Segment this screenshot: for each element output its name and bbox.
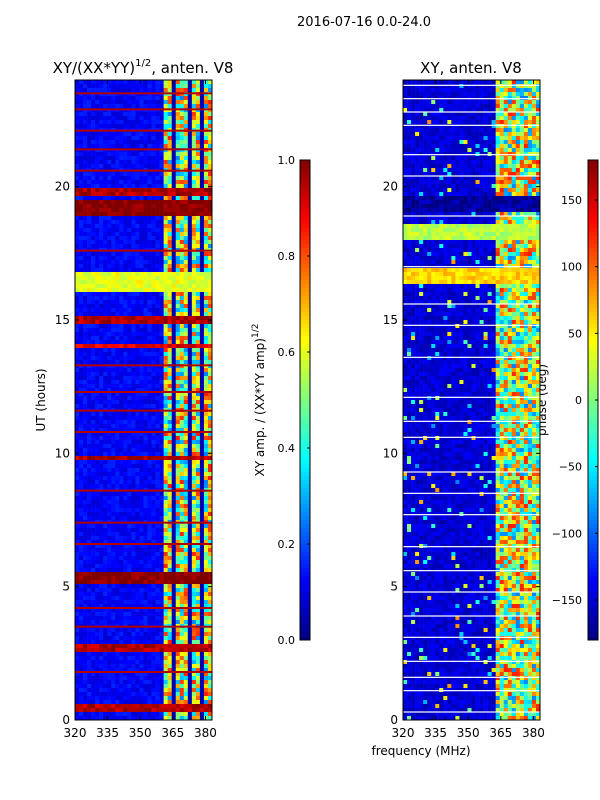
gap-row [403, 84, 540, 86]
x-tick-label: 365 [489, 726, 512, 740]
plot-layers: 320 335 350 365 380 0 5 10 15 20 320 335 350 365 380 0 5… [55, 79, 599, 740]
left-title-main: XY/(XX*YY) [53, 59, 136, 77]
heatmap-2 [403, 80, 541, 721]
y-tick-label: 0 [62, 713, 70, 727]
hot-row [75, 129, 212, 132]
gap-row [403, 266, 540, 268]
gap-row [403, 215, 540, 217]
colorbar-1 [300, 160, 310, 641]
gap-row [403, 436, 540, 438]
heatmap-1 [75, 80, 213, 721]
gap-row [403, 636, 540, 638]
y-tick-label: 20 [55, 180, 70, 194]
gap-row [403, 356, 540, 358]
y-tick-label: 15 [55, 313, 70, 327]
x-tick-label: 320 [392, 726, 415, 740]
hot-row [75, 431, 212, 433]
colorbar-frame [299, 159, 311, 641]
colorbar-tick-label: 50 [568, 327, 582, 340]
right-panel-title: XY, anten. V8 [420, 59, 522, 77]
hot-row [75, 625, 212, 628]
hot-row [75, 92, 212, 95]
left-title-sup: 1/2 [135, 58, 151, 69]
colorbar-tick-label: 0.8 [278, 250, 296, 263]
plot-frame-1 [74, 79, 213, 721]
hot-row [75, 607, 212, 609]
x-tick-label: 335 [424, 726, 447, 740]
plot-frame-2 [402, 79, 541, 721]
gap-row [403, 591, 540, 593]
hot-row [75, 521, 212, 524]
colorbar-tick-label: −150 [552, 594, 582, 607]
y-tick-label: 10 [55, 446, 70, 460]
hot-row [75, 409, 212, 412]
left-y-axis-label: UT (hours) [34, 368, 48, 431]
y-tick-label: 5 [390, 580, 398, 594]
hot-row [75, 108, 212, 111]
colorbar-tick-label: 0.4 [278, 442, 296, 455]
colorbar-tick-label: −100 [552, 527, 582, 540]
gap-row [403, 420, 540, 422]
gap-row [403, 324, 540, 326]
gap-row [403, 124, 540, 126]
gap-row [403, 711, 540, 713]
hot-row [75, 148, 212, 151]
colorbar-tick-label: 1.0 [278, 154, 296, 167]
colorbar-tick-label: 0.2 [278, 538, 296, 551]
y-tick-label: 5 [62, 580, 70, 594]
hot-row [75, 249, 212, 252]
colorbar-tick-label: 100 [561, 261, 582, 274]
colorbar-tick-label: 0.6 [278, 346, 296, 359]
gap-row [403, 690, 540, 692]
colorbar-1-label: XY amp. / (XX*YY amp)1/2 [251, 324, 267, 477]
shared-x-axis-label: frequency (MHz) [371, 744, 470, 758]
x-tick-label: 350 [457, 726, 480, 740]
gap-row [403, 154, 540, 156]
gap-row [403, 514, 540, 516]
gap-row [403, 98, 540, 100]
x-tick-label: 320 [64, 726, 87, 740]
gap-row [403, 615, 540, 617]
gap-row [403, 471, 540, 473]
hot-row [75, 391, 212, 393]
gap-row [403, 396, 540, 398]
hot-row [75, 169, 212, 172]
gap-row [403, 676, 540, 678]
x-tick-label: 335 [96, 726, 119, 740]
colorbar-tick-label: −50 [559, 461, 582, 474]
y-tick-label: 10 [383, 446, 398, 460]
cbar1-label-main: XY amp. / (XX*YY amp) [253, 338, 267, 476]
colorbar-tick-label: 0 [575, 394, 582, 407]
gap-row [403, 570, 540, 572]
gap-row [403, 660, 540, 662]
cbar1-label-sup: 1/2 [251, 324, 261, 338]
colorbar-tick-label: 150 [561, 194, 582, 207]
colorbar-tick-label: 0.0 [278, 634, 296, 647]
hot-row [75, 543, 212, 545]
hot-row [75, 489, 212, 492]
gap-row [403, 492, 540, 494]
gap-row [403, 546, 540, 548]
gap-row [403, 175, 540, 177]
left-panel-title: XY/(XX*YY)1/2, anten. V8 [53, 58, 234, 77]
gap-row [403, 303, 540, 305]
x-tick-label: 380 [194, 726, 217, 740]
gap-row [403, 111, 540, 113]
hot-row [75, 671, 212, 673]
left-title-tail: , anten. V8 [151, 59, 233, 77]
x-tick-label: 380 [522, 726, 545, 740]
y-tick-label: 15 [383, 313, 398, 327]
hot-row [75, 364, 212, 367]
figure-suptitle: 2016-07-16 0.0-24.0 [297, 15, 431, 30]
y-tick-label: 20 [383, 180, 398, 194]
x-tick-label: 365 [161, 726, 184, 740]
colorbar-2 [588, 160, 598, 641]
y-tick-label: 0 [390, 713, 398, 727]
x-tick-label: 350 [129, 726, 152, 740]
